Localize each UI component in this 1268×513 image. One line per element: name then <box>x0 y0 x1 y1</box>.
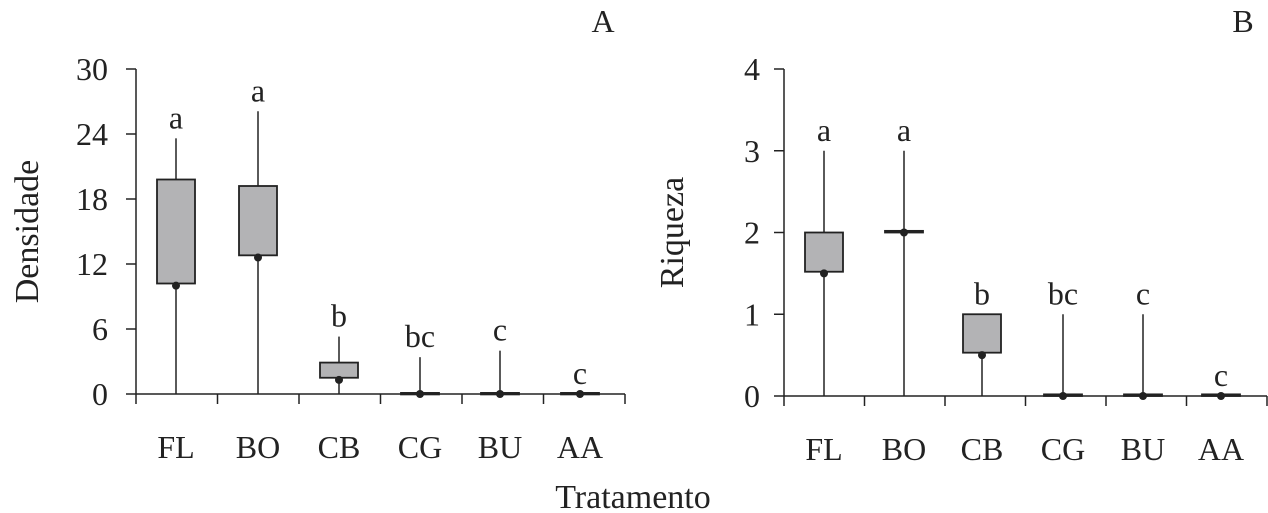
significance-letter: b <box>974 275 990 311</box>
significance-letter: b <box>331 298 347 334</box>
x-tick-label: BU <box>478 429 522 465</box>
x-tick-label: BO <box>882 431 926 467</box>
x-tick-label: FL <box>805 431 842 467</box>
y-tick-label: 4 <box>744 51 760 87</box>
x-tick-label: CG <box>398 429 442 465</box>
box <box>962 313 1002 354</box>
y-tick-label: 3 <box>744 133 760 169</box>
median-point <box>335 375 343 384</box>
median-point <box>1217 392 1225 400</box>
y-tick-label: 12 <box>76 246 108 282</box>
significance-letter: c <box>493 312 507 348</box>
y-tick-label: 1 <box>744 296 760 332</box>
panel-b: 0 1 2 3 4 a FL a BO b CB bc CG c BU c AA Riqueza B <box>654 3 1268 467</box>
significance-letter: a <box>251 72 265 108</box>
box <box>319 361 359 379</box>
y-tick-label: 0 <box>744 378 760 414</box>
median-point <box>172 281 180 290</box>
panel-label: B <box>1232 3 1253 39</box>
y-axis-label: Riqueza <box>654 177 691 288</box>
x-tick-label: CB <box>318 429 361 465</box>
box <box>156 178 196 285</box>
significance-letter: c <box>573 355 587 391</box>
x-tick-label: BU <box>1121 431 1165 467</box>
box <box>804 231 844 273</box>
x-tick-label: BO <box>236 429 280 465</box>
significance-letter: a <box>897 112 911 148</box>
y-tick-label: 0 <box>92 376 108 412</box>
median-point <box>978 351 986 360</box>
y-tick-label: 18 <box>76 181 108 217</box>
significance-letter: c <box>1136 275 1150 311</box>
y-tick-label: 6 <box>92 311 108 347</box>
y-axis-label: Densidade <box>9 160 46 304</box>
figure-x-axis-label: Tratamento <box>555 479 711 513</box>
median-point <box>1139 392 1147 400</box>
panel-a: 0 6 12 18 24 30 a FL a BO b CB bc CG c BU c AA Densidade A <box>9 3 626 465</box>
median-point <box>496 390 504 398</box>
significance-letter: a <box>169 99 183 135</box>
x-tick-label: AA <box>1198 431 1244 467</box>
median-point <box>820 269 828 278</box>
x-tick-label: AA <box>557 429 603 465</box>
x-tick-label: CG <box>1041 431 1085 467</box>
median-point <box>416 390 424 398</box>
median-point <box>576 390 584 398</box>
y-tick-label: 2 <box>744 215 760 251</box>
panel-label: A <box>591 3 614 39</box>
box <box>238 185 278 257</box>
median-point <box>254 253 262 262</box>
significance-letter: bc <box>1048 275 1078 311</box>
significance-letter: a <box>817 112 831 148</box>
y-tick-label: 30 <box>76 51 108 87</box>
x-tick-label: FL <box>157 429 194 465</box>
y-tick-label: 24 <box>76 116 108 152</box>
x-tick-label: CB <box>961 431 1004 467</box>
significance-letter: c <box>1214 357 1228 393</box>
median-point <box>1059 392 1067 400</box>
significance-letter: bc <box>405 318 435 354</box>
median-point <box>900 228 908 237</box>
